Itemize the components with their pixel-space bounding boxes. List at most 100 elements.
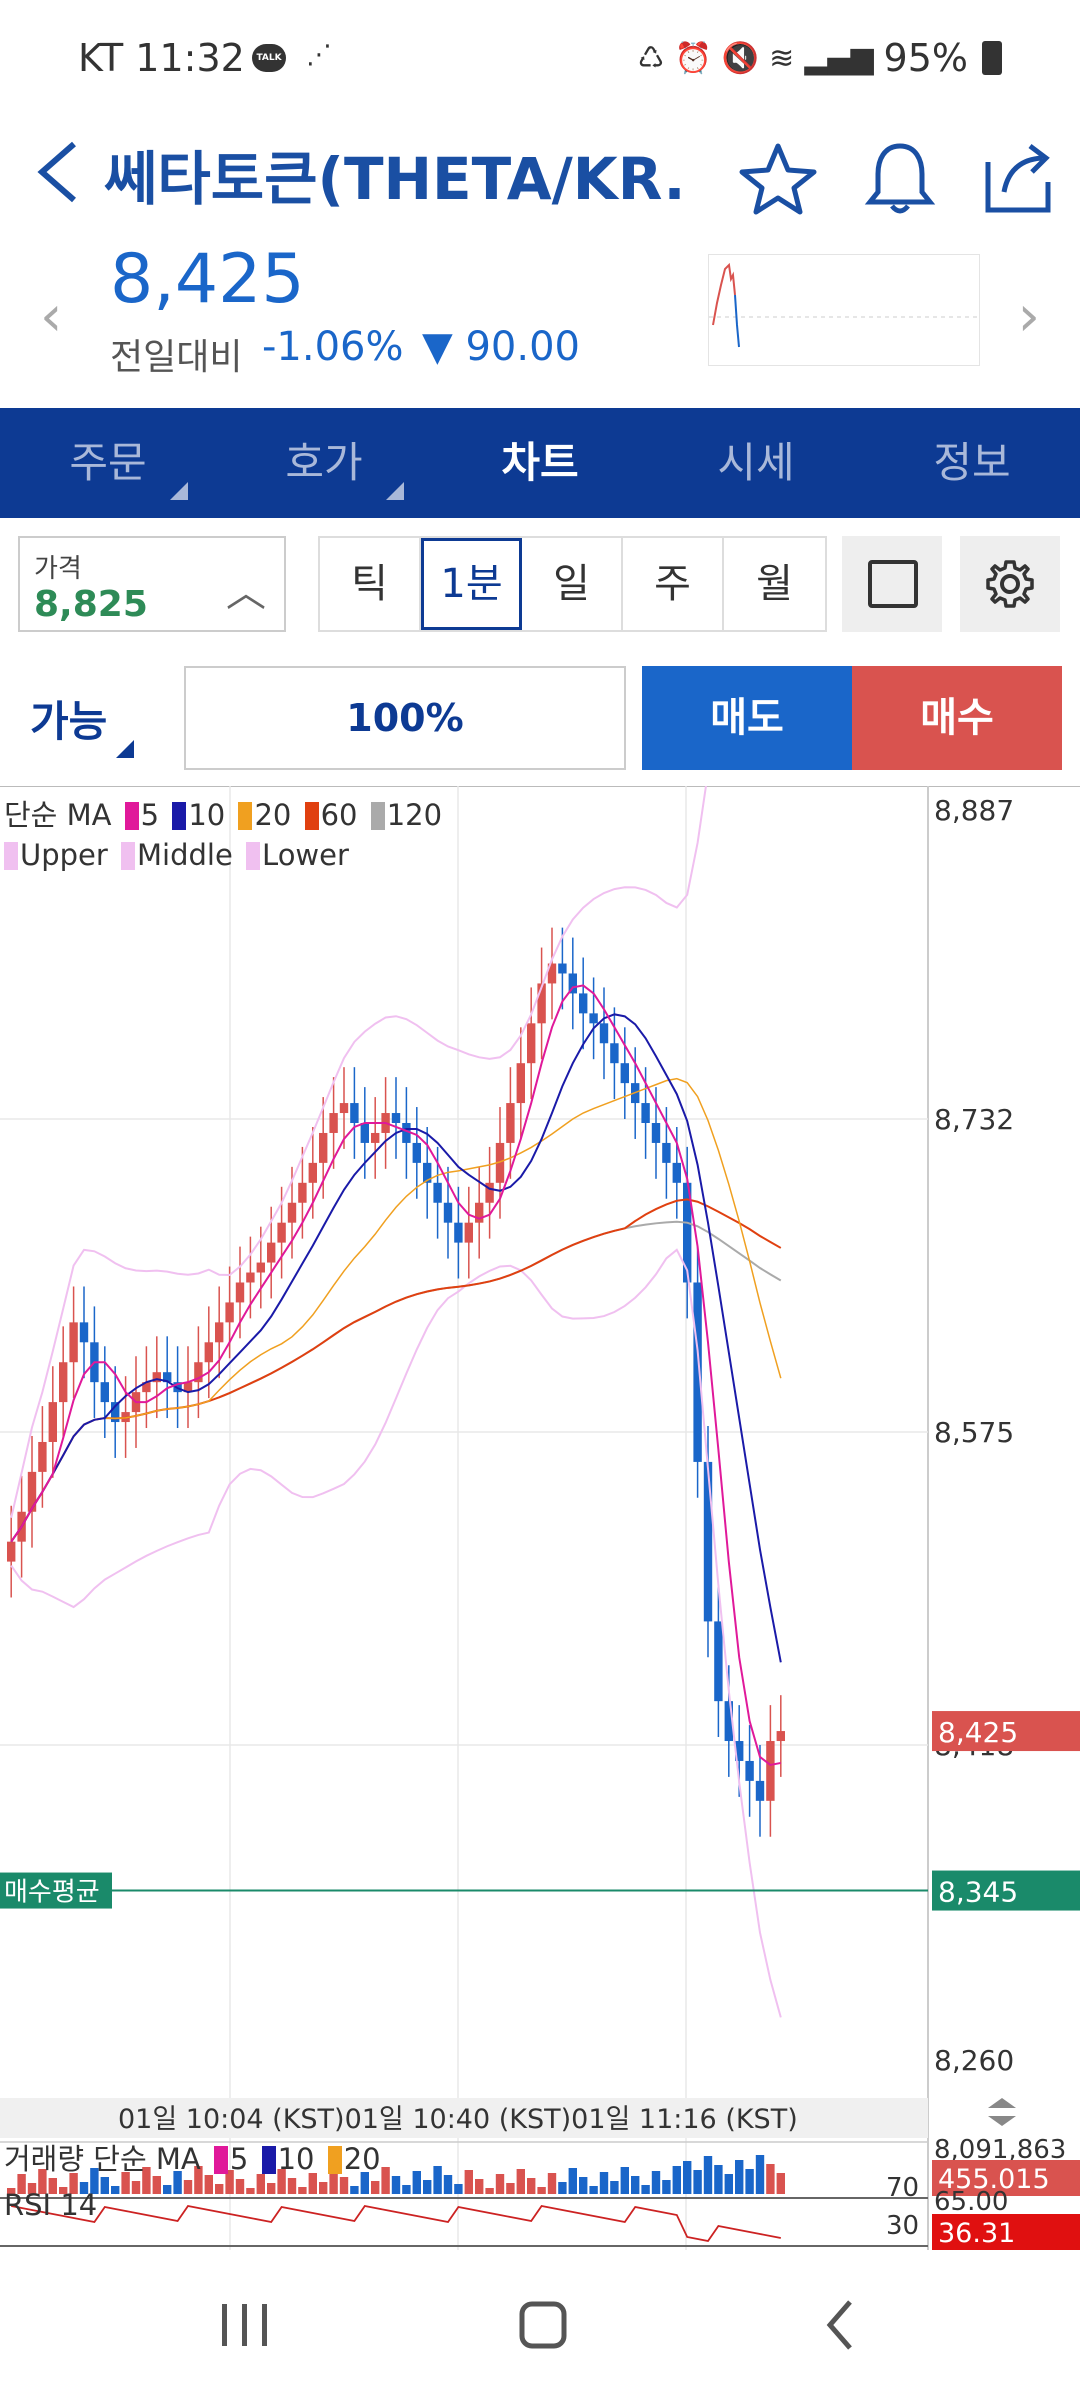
sell-button[interactable]: 매도 bbox=[642, 666, 852, 770]
candle-body bbox=[194, 1362, 203, 1383]
volume-bar bbox=[163, 2185, 172, 2194]
rsi-legend: RSI 14 bbox=[4, 2188, 98, 2222]
candle-body bbox=[59, 1362, 68, 1403]
change-label: 전일대비 bbox=[110, 337, 243, 378]
signal-icon: ▂▄▆ bbox=[804, 40, 874, 76]
volume-bar bbox=[111, 2186, 120, 2194]
tab-info[interactable]: 정보 bbox=[933, 438, 1011, 487]
volume-bar bbox=[350, 2186, 359, 2194]
chevron-up-icon: ︿ bbox=[226, 570, 266, 616]
ma120-label: 120 bbox=[386, 798, 443, 832]
volume-bar bbox=[215, 2184, 224, 2194]
volume-bar bbox=[724, 2174, 733, 2194]
volume-bar bbox=[589, 2186, 598, 2194]
period-month[interactable]: 월 bbox=[756, 561, 793, 607]
candle-body bbox=[215, 1322, 224, 1343]
star-icon[interactable] bbox=[736, 132, 820, 222]
candle-body bbox=[558, 963, 567, 974]
mini-chart[interactable] bbox=[708, 254, 981, 366]
y-tick-label: 8,575 bbox=[934, 1416, 1014, 1449]
rsi-current-tag bbox=[932, 2214, 1080, 2250]
price-chart[interactable]: 8,8878,7328,5758,4188,2608,425매수평균8,3450… bbox=[0, 786, 1080, 2250]
volume-bar bbox=[152, 2176, 161, 2194]
current-price: 8,425 bbox=[110, 240, 305, 319]
volume-bar bbox=[59, 2187, 68, 2194]
pane-resize-icon bbox=[988, 2098, 1016, 2108]
bb-lower-line bbox=[10, 1248, 782, 2018]
candle-body bbox=[100, 1382, 109, 1403]
share-icon[interactable] bbox=[976, 132, 1060, 222]
candle-body bbox=[142, 1382, 151, 1393]
volume-bar bbox=[298, 2187, 307, 2194]
avg-buy-price-label: 8,345 bbox=[938, 1876, 1018, 1909]
dropdown-corner-icon bbox=[116, 740, 134, 758]
candle-body bbox=[79, 1322, 89, 1343]
chart-canvas[interactable]: 8,8878,7328,5758,4188,2608,425매수평균8,3450… bbox=[0, 786, 1080, 2250]
volume-bar bbox=[90, 2168, 99, 2194]
recent-apps-icon[interactable] bbox=[204, 2290, 284, 2360]
candle-body bbox=[277, 1222, 286, 1243]
back-nav-icon[interactable] bbox=[800, 2290, 880, 2360]
ma60-swatch bbox=[304, 802, 319, 830]
candle-body bbox=[111, 1402, 120, 1423]
volume-bar bbox=[402, 2185, 411, 2194]
tab-order[interactable]: 주문 bbox=[0, 408, 216, 518]
candle-body bbox=[599, 1023, 609, 1044]
gear-icon bbox=[986, 560, 1034, 608]
candle-body bbox=[589, 1013, 598, 1024]
bb-middle-swatch bbox=[121, 842, 136, 870]
fullscreen-button[interactable] bbox=[842, 536, 942, 632]
app-header: 쎄타토큰(THETA/KR... bbox=[0, 120, 1080, 240]
tab-quotes[interactable]: 시세 bbox=[717, 438, 795, 487]
percent-input[interactable]: 100% bbox=[184, 666, 626, 770]
settings-button[interactable] bbox=[960, 536, 1060, 632]
period-day[interactable]: 일 bbox=[522, 538, 623, 630]
battery-icon bbox=[982, 41, 1002, 75]
ma5-label: 5 bbox=[140, 798, 160, 832]
volume-bar bbox=[121, 2172, 130, 2194]
volume-bar bbox=[412, 2171, 421, 2194]
alarm-icon: ⏰ bbox=[674, 40, 712, 76]
volume-bar bbox=[620, 2167, 629, 2194]
ma20-swatch bbox=[238, 802, 253, 830]
prev-coin-chevron-icon[interactable]: ‹ bbox=[40, 284, 63, 349]
volume-bar bbox=[547, 2173, 557, 2194]
mute-icon: 🔇 bbox=[721, 40, 760, 76]
volume-bar bbox=[246, 2188, 255, 2194]
bell-icon[interactable] bbox=[858, 132, 942, 222]
volume-bar bbox=[443, 2175, 453, 2194]
tab-chart[interactable]: 차트 bbox=[501, 438, 579, 487]
rsi-current-label: 36.31 bbox=[938, 2218, 1015, 2249]
volume-bar bbox=[683, 2161, 692, 2194]
page-title: 쎄타토큰(THETA/KR... bbox=[104, 145, 684, 213]
buy-button[interactable]: 매수 bbox=[852, 666, 1062, 770]
y-tick-label: 8,260 bbox=[934, 2044, 1014, 2077]
volume-bar bbox=[277, 2169, 286, 2194]
bb-middle-label: Middle bbox=[137, 838, 233, 872]
volume-bar bbox=[766, 2164, 775, 2194]
volume-bar bbox=[745, 2169, 754, 2194]
volume-bar bbox=[308, 2173, 317, 2194]
period-week[interactable]: 주 bbox=[623, 538, 724, 630]
candle-body bbox=[7, 1541, 16, 1562]
home-icon[interactable] bbox=[500, 2290, 580, 2360]
candle-body bbox=[527, 1023, 536, 1064]
pane-resize-icon bbox=[988, 2116, 1016, 2126]
period-tick[interactable]: 틱 bbox=[320, 538, 421, 630]
price-selector[interactable]: 가격 8,825 ︿ bbox=[18, 536, 286, 632]
change-percent: -1.06% bbox=[262, 324, 404, 370]
candle-body bbox=[703, 1461, 713, 1622]
ma60-line bbox=[10, 1198, 782, 1543]
candle-body bbox=[776, 1731, 785, 1742]
period-1min[interactable]: 1분 bbox=[421, 538, 522, 630]
notification-dots-icon: ⋰ bbox=[306, 40, 332, 70]
tab-orderbook[interactable]: 호가 bbox=[216, 408, 432, 518]
next-coin-chevron-icon[interactable]: › bbox=[1017, 284, 1040, 349]
volume-bar bbox=[599, 2172, 609, 2194]
bb-upper-label: Upper bbox=[20, 838, 108, 872]
volume-bar bbox=[631, 2176, 640, 2194]
volume-legend: 거래량 단순 MA 5 10 20 bbox=[4, 2136, 381, 2178]
back-arrow-icon[interactable] bbox=[34, 132, 80, 232]
ma5-line bbox=[10, 984, 781, 1767]
available-dropdown[interactable]: 가능 bbox=[30, 697, 108, 746]
